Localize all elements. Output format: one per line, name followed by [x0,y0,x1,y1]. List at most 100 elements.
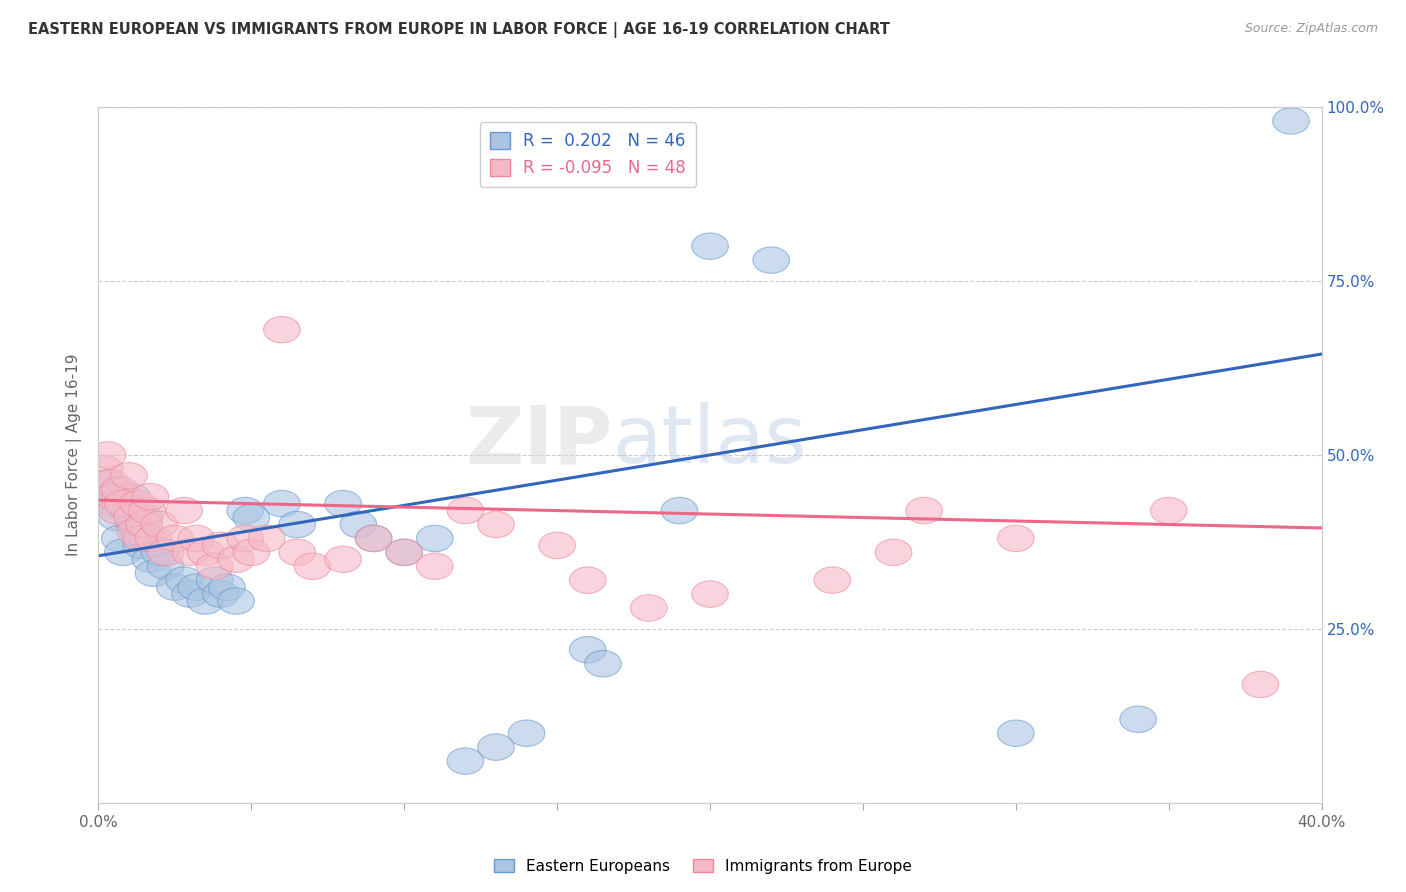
Ellipse shape [202,533,239,558]
Ellipse shape [294,553,330,580]
Ellipse shape [814,567,851,593]
Ellipse shape [197,553,233,580]
Ellipse shape [156,574,193,600]
Ellipse shape [129,525,166,551]
Ellipse shape [1272,108,1309,134]
Ellipse shape [172,581,208,607]
Text: atlas: atlas [612,402,807,480]
Ellipse shape [905,498,942,524]
Ellipse shape [249,525,285,551]
Ellipse shape [122,533,160,558]
Text: EASTERN EUROPEAN VS IMMIGRANTS FROM EUROPE IN LABOR FORCE | AGE 16-19 CORRELATIO: EASTERN EUROPEAN VS IMMIGRANTS FROM EURO… [28,22,890,38]
Ellipse shape [478,734,515,760]
Ellipse shape [111,498,148,524]
Ellipse shape [356,525,392,551]
Ellipse shape [101,476,138,503]
Ellipse shape [263,491,301,516]
Ellipse shape [263,317,301,343]
Ellipse shape [875,539,912,566]
Ellipse shape [132,546,169,573]
Ellipse shape [166,498,202,524]
Ellipse shape [98,504,135,531]
Y-axis label: In Labor Force | Age 16-19: In Labor Force | Age 16-19 [66,353,83,557]
Ellipse shape [86,456,122,482]
Ellipse shape [172,539,208,566]
Ellipse shape [752,247,790,273]
Ellipse shape [101,525,138,551]
Ellipse shape [111,463,148,489]
Ellipse shape [278,539,315,566]
Ellipse shape [447,747,484,774]
Ellipse shape [416,525,453,551]
Ellipse shape [114,504,150,531]
Ellipse shape [98,498,135,524]
Ellipse shape [416,553,453,580]
Ellipse shape [385,539,423,566]
Ellipse shape [997,720,1035,747]
Ellipse shape [325,546,361,573]
Ellipse shape [122,525,160,551]
Ellipse shape [233,539,270,566]
Text: Source: ZipAtlas.com: Source: ZipAtlas.com [1244,22,1378,36]
Ellipse shape [692,233,728,260]
Ellipse shape [218,546,254,573]
Ellipse shape [141,511,179,538]
Ellipse shape [356,525,392,551]
Ellipse shape [208,574,245,600]
Legend: R =  0.202   N = 46, R = -0.095   N = 48: R = 0.202 N = 46, R = -0.095 N = 48 [479,122,696,187]
Ellipse shape [148,553,184,580]
Ellipse shape [117,518,153,545]
Ellipse shape [156,525,193,551]
Ellipse shape [89,469,127,496]
Ellipse shape [692,581,728,607]
Ellipse shape [325,491,361,516]
Ellipse shape [127,511,163,538]
Ellipse shape [226,498,263,524]
Text: ZIP: ZIP [465,402,612,480]
Ellipse shape [997,525,1035,551]
Ellipse shape [197,567,233,593]
Ellipse shape [385,539,423,566]
Legend: Eastern Europeans, Immigrants from Europe: Eastern Europeans, Immigrants from Europ… [488,853,918,880]
Ellipse shape [120,518,156,545]
Ellipse shape [89,442,127,468]
Ellipse shape [93,469,129,496]
Ellipse shape [135,560,172,586]
Ellipse shape [202,581,239,607]
Ellipse shape [179,574,215,600]
Ellipse shape [187,588,224,615]
Ellipse shape [141,539,179,566]
Ellipse shape [278,511,315,538]
Ellipse shape [569,567,606,593]
Ellipse shape [447,498,484,524]
Ellipse shape [96,483,132,510]
Ellipse shape [132,483,169,510]
Ellipse shape [478,511,515,538]
Ellipse shape [120,491,156,516]
Ellipse shape [233,504,270,531]
Ellipse shape [129,498,166,524]
Ellipse shape [508,720,546,747]
Ellipse shape [96,491,132,516]
Ellipse shape [538,533,575,558]
Ellipse shape [104,539,141,566]
Ellipse shape [93,483,129,510]
Ellipse shape [1150,498,1187,524]
Ellipse shape [218,588,254,615]
Ellipse shape [117,511,153,538]
Ellipse shape [585,650,621,677]
Ellipse shape [226,525,263,551]
Ellipse shape [166,567,202,593]
Ellipse shape [340,511,377,538]
Ellipse shape [148,539,184,566]
Ellipse shape [661,498,697,524]
Ellipse shape [630,595,668,621]
Ellipse shape [104,491,141,516]
Ellipse shape [187,539,224,566]
Ellipse shape [1119,706,1157,732]
Ellipse shape [114,483,150,510]
Ellipse shape [127,504,163,531]
Ellipse shape [569,637,606,663]
Ellipse shape [179,525,215,551]
Ellipse shape [1241,672,1279,698]
